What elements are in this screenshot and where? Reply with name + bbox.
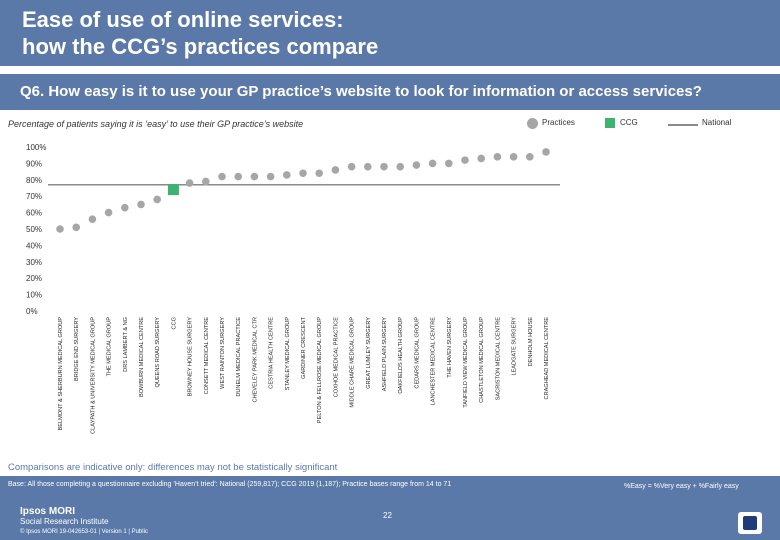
category-label: CONSETT MEDICAL CENTRE	[204, 317, 210, 395]
legend-national-line	[668, 124, 698, 126]
category-label: BRIDGE END SURGERY	[74, 317, 80, 381]
practice-marker	[299, 169, 307, 178]
y-tick-label: 40%	[26, 241, 42, 250]
practice-marker	[56, 225, 64, 233]
category-label: GREAT LUMLEY SURGERY	[366, 317, 372, 389]
practice-marker	[121, 203, 129, 212]
legend-national-label: National	[702, 118, 732, 127]
practice-marker	[493, 153, 502, 161]
category-label: CEDARS MEDICAL GROUP	[414, 317, 420, 389]
header-bar	[0, 0, 780, 66]
y-tick-label: 20%	[26, 274, 42, 283]
category-label: QUEENS ROAD SURGERY	[155, 317, 161, 388]
category-label: BROWNEY HOUSE SURGERY	[188, 317, 194, 397]
base-text: Base: All those completing a questionnai…	[8, 481, 452, 488]
practice-marker	[104, 208, 113, 217]
practice-marker	[185, 179, 194, 187]
category-label: LANCHESTER MEDICAL CENTRE	[431, 317, 437, 406]
practice-marker	[153, 195, 161, 204]
practice-marker	[266, 172, 275, 181]
category-label: CHASTLETON MEDICAL GROUP	[479, 317, 485, 403]
practice-marker	[250, 172, 259, 181]
practice-marker	[347, 162, 356, 171]
category-label: COXHOE MEDICAL PRACTICE	[333, 317, 339, 398]
category-label: OAKFIELDS HEALTH GROUP	[398, 317, 404, 394]
practice-marker	[218, 172, 226, 181]
practice-marker	[396, 162, 405, 171]
y-tick-label: 50%	[26, 225, 42, 234]
practice-marker	[412, 161, 421, 169]
legend-practices-marker	[527, 118, 538, 129]
practice-marker	[234, 172, 242, 181]
category-label: THE HAVEN SURGERY	[447, 317, 453, 378]
footer-bar	[0, 476, 780, 540]
y-tick-label: 100%	[26, 143, 46, 152]
category-label: CCG	[171, 317, 177, 329]
practice-marker	[445, 159, 453, 168]
y-tick-label: 30%	[26, 258, 42, 267]
category-label: BELMONT & SHERBURN MEDICAL GROUP	[58, 317, 64, 431]
category-label: BOWBURN MEDICAL CENTRE	[139, 317, 145, 397]
y-tick-label: 90%	[26, 159, 42, 168]
category-label: DENHOLM HOUSE	[528, 317, 534, 367]
category-label: STANLEY MEDICAL GROUP	[285, 317, 291, 391]
category-label: MIDDLE CHARE MEDICAL GROUP	[350, 317, 356, 408]
practice-marker	[526, 153, 534, 161]
category-label: CESTRIA HEALTH CENTRE	[269, 317, 275, 389]
y-tick-label: 0%	[26, 307, 38, 316]
category-label: TANFIELD VIEW MEDICAL GROUP	[463, 317, 469, 408]
practice-marker	[137, 200, 145, 209]
title-line-2: how the CCG’s practices compare	[22, 34, 379, 59]
legend-ccg-label: CCG	[620, 118, 638, 127]
category-label: LEADGATE SURGERY	[512, 317, 518, 376]
category-label: SACRISTON MEDICAL CENTRE	[495, 317, 501, 401]
practice-marker	[461, 156, 469, 164]
legal-text: © Ipsos MORI 19-042653-01 | Version 1 | …	[20, 529, 148, 535]
practice-marker	[72, 223, 80, 232]
category-label: GARDINER CRESCENT	[301, 316, 307, 378]
category-label: CRAGHEAD MEDICAL CENTRE	[544, 317, 550, 400]
practice-marker	[283, 171, 291, 179]
category-label: PELTON & FELLROSE MEDICAL GROUP	[317, 317, 323, 423]
practice-marker	[88, 215, 97, 223]
title-line-1: Ease of use of online services:	[22, 7, 344, 32]
category-label: WEST RAINTON SURGERY	[220, 317, 226, 389]
page-number: 22	[383, 511, 392, 520]
brand-name: Ipsos MORI	[20, 506, 76, 517]
category-label: DRS LAMBERT & NG	[123, 317, 129, 372]
ccg-marker	[167, 184, 179, 196]
y-tick-label: 10%	[26, 291, 42, 300]
legend-practices-label: Practices	[542, 118, 575, 127]
practice-marker	[509, 153, 518, 161]
category-label: THE MEDICAL GROUP	[107, 317, 113, 377]
significance-note: Comparisons are indicative only: differe…	[8, 462, 338, 473]
y-tick-label: 70%	[26, 192, 42, 201]
category-label: ASHFIELD PLAIN SURGERY	[382, 317, 388, 391]
practice-marker	[477, 154, 486, 163]
category-label: CHEVELEY PARK MEDICAL CTR	[252, 317, 258, 402]
y-tick-label: 60%	[26, 209, 42, 218]
legend-ccg-marker	[605, 118, 615, 128]
practice-marker	[331, 166, 340, 174]
practice-marker	[364, 162, 372, 171]
practice-marker	[380, 162, 388, 171]
practice-marker	[428, 159, 437, 168]
chart-subtitle: Percentage of patients saying it is ‘eas…	[8, 119, 304, 129]
brand-subtitle: Social Research Institute	[20, 517, 109, 526]
category-label: CLAYPATH & UNIVERSITY MEDICAL GROUP	[90, 317, 96, 434]
page-title: Ease of use of online services: how the …	[22, 6, 742, 60]
y-tick-label: 80%	[26, 176, 42, 185]
question-text: Q6. How easy is it to use your GP practi…	[20, 83, 702, 100]
easy-definition: %Easy = %Very easy + %Fairly easy	[624, 483, 739, 490]
chart-area: 0% 10% 20% 30% 40% 50% 60% 70% 80% 90% 100% BELMONT…	[26, 143, 560, 434]
practice-marker	[202, 177, 210, 186]
question-bar	[0, 74, 780, 110]
practice-marker	[542, 148, 550, 156]
practice-marker	[315, 169, 324, 178]
category-label: DUNELM MEDICAL PRACTICE	[236, 317, 242, 397]
ipsos-logo-icon	[738, 512, 762, 534]
